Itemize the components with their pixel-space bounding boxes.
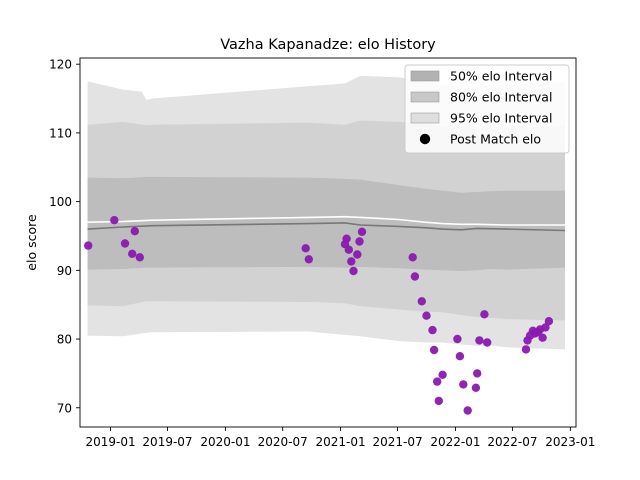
- data-point: [353, 250, 362, 259]
- legend-label: 95% elo Interval: [450, 111, 552, 126]
- mean-line: [87, 222, 566, 232]
- legend-label: 50% elo Interval: [450, 69, 552, 84]
- legend: 50% elo Interval 80% elo Interval 95% elo …: [404, 64, 570, 154]
- x-tick-label: 2022-07: [487, 435, 537, 449]
- data-point: [357, 227, 367, 236]
- data-point: [473, 369, 482, 378]
- x-tick-label: 2019-07: [142, 435, 192, 449]
- x-tick-label: 2020-01: [200, 435, 250, 449]
- data-point: [463, 406, 472, 415]
- y-tick-label: 90: [57, 264, 72, 278]
- data-point: [120, 239, 130, 248]
- data-point: [110, 216, 119, 225]
- y-axis-label: elo score: [24, 214, 39, 271]
- data-point: [344, 245, 353, 254]
- trend-lines: [87, 215, 566, 232]
- legend-swatch: [410, 112, 440, 124]
- data-point: [521, 345, 531, 354]
- data-point: [408, 253, 417, 262]
- y-tick-label: 120: [49, 58, 72, 72]
- chart-title: Vazha Kapanadze: elo History: [220, 37, 436, 53]
- data-point: [483, 338, 492, 347]
- data-point: [438, 370, 447, 379]
- legend-swatch: [410, 91, 440, 103]
- median-line: [87, 215, 565, 226]
- data-point: [453, 334, 462, 344]
- data-point: [342, 234, 351, 243]
- y-tick-label: 110: [49, 126, 72, 140]
- data-point: [349, 266, 358, 276]
- data-point: [433, 377, 442, 386]
- data-point: [417, 297, 426, 306]
- data-point: [471, 383, 481, 392]
- x-tick-label: 2022-01: [430, 435, 480, 449]
- data-point: [428, 325, 437, 335]
- y-axis: 70 80 90 100 110 120: [49, 58, 80, 415]
- y-tick-label: 100: [49, 195, 72, 209]
- data-point: [459, 380, 468, 389]
- data-point: [475, 336, 484, 345]
- data-point: [538, 333, 547, 342]
- data-point: [429, 345, 439, 355]
- data-point: [434, 396, 443, 406]
- data-point: [135, 253, 144, 262]
- data-point: [347, 257, 356, 266]
- x-tick-label: 2021-07: [372, 435, 422, 449]
- data-point: [355, 237, 364, 246]
- y-tick-label: 70: [57, 401, 72, 415]
- legend-box: [404, 64, 570, 154]
- x-tick-label: 2020-07: [258, 435, 308, 449]
- x-axis: 2019-01 2019-07 2020-01 2020-07 2021-01 2021-…: [85, 427, 595, 449]
- data-point: [544, 317, 554, 326]
- post-match-points: [84, 216, 554, 415]
- data-point: [130, 227, 139, 236]
- data-point: [301, 244, 310, 253]
- legend-marker: [419, 133, 431, 145]
- x-tick-label: 2023-01: [545, 435, 595, 449]
- x-tick-label: 2019-01: [85, 435, 135, 449]
- plot-frame: [79, 57, 577, 428]
- data-point: [455, 352, 465, 361]
- data-point: [422, 311, 431, 320]
- data-point: [84, 241, 93, 250]
- data-point: [304, 255, 313, 264]
- y-tick-label: 80: [57, 333, 72, 347]
- legend-label: Post Match elo: [450, 132, 541, 147]
- data-point: [410, 272, 420, 281]
- legend-swatch: [410, 70, 440, 82]
- legend-label: 80% elo Interval: [450, 90, 552, 105]
- data-point: [541, 323, 550, 332]
- x-tick-label: 2021-01: [316, 435, 366, 449]
- data-point: [480, 310, 489, 319]
- data-point: [128, 249, 137, 258]
